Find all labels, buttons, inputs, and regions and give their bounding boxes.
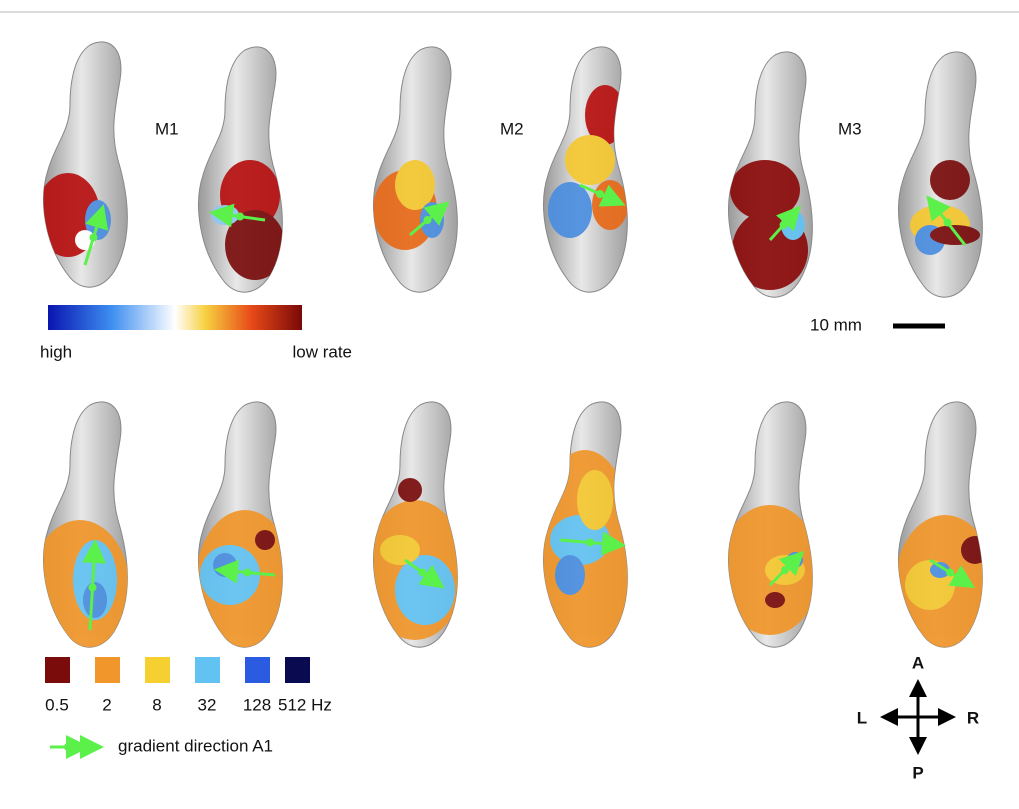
- activation-blob: [565, 135, 615, 185]
- activation-blob: [930, 225, 980, 245]
- brain: [720, 402, 820, 647]
- panel-label: M3: [838, 119, 862, 138]
- scale-bar-label: 10 mm: [810, 315, 862, 334]
- activation: [895, 515, 995, 655]
- gradient-arrow-dot: [946, 569, 954, 577]
- brain: [373, 47, 457, 292]
- activation-blob: [395, 555, 455, 625]
- brain: [899, 52, 983, 297]
- colorbar-low-label: high: [40, 342, 72, 361]
- gradient-arrow-dot: [90, 234, 98, 242]
- activation-blob: [398, 478, 422, 502]
- gradient-arrow-dot: [236, 213, 244, 221]
- brain: [195, 402, 295, 660]
- activation-blob: [930, 160, 970, 200]
- gradient-arrow-dot: [424, 216, 432, 224]
- activation-blob: [577, 470, 613, 530]
- gradient-arrow-dot: [944, 219, 952, 227]
- brain: [895, 402, 995, 655]
- panel-label: M2: [500, 119, 524, 138]
- legend-label: 512 Hz: [278, 695, 332, 714]
- legend-swatch: [45, 657, 70, 683]
- legend-label: 8: [152, 695, 161, 714]
- compass-label: L: [857, 708, 867, 727]
- legend-swatch: [245, 657, 270, 683]
- activation-blob: [961, 536, 989, 564]
- gradient-arrow-dot: [781, 566, 789, 574]
- legend-label: 2: [102, 695, 111, 714]
- activation-blob: [255, 530, 275, 550]
- brain: [544, 47, 628, 292]
- activation-blob: [380, 535, 420, 565]
- activation: [720, 505, 820, 635]
- activation: [365, 478, 465, 640]
- gradient-arrow-dot: [596, 190, 604, 198]
- brain: [199, 47, 285, 292]
- activation-blob: [395, 160, 435, 210]
- brain: [535, 402, 635, 650]
- legend-label: 128: [243, 695, 271, 714]
- activation-blob: [213, 553, 237, 577]
- colorbar: [48, 305, 302, 330]
- frequency-legend: 0.5 2 8 32 128 512 Hz: [45, 657, 332, 714]
- legend-swatch: [285, 657, 310, 683]
- compass-label: R: [967, 708, 979, 727]
- gradient-arrow-dot: [780, 221, 788, 229]
- gradient-arrow-dot: [586, 539, 594, 547]
- brain: [36, 42, 127, 287]
- legend-swatch: [195, 657, 220, 683]
- legend-label: 0.5: [45, 695, 69, 714]
- compass-label: A: [912, 653, 924, 672]
- figure: M1 M2 M3 high low rate 10 mm 0.5 2 8 32 128 5…: [0, 0, 1019, 809]
- activation-blob: [592, 180, 628, 230]
- activation: [195, 510, 295, 660]
- legend-swatch: [95, 657, 120, 683]
- activation: [730, 160, 808, 290]
- gradient-arrow-dot: [89, 584, 97, 592]
- gradient-arrow-dot: [244, 569, 252, 577]
- legend-label: 32: [198, 695, 217, 714]
- brain: [30, 402, 130, 660]
- gradient-arrow-dot: [419, 569, 427, 577]
- gradient-legend-arrow: [50, 743, 98, 751]
- compass-label: P: [912, 763, 923, 782]
- brain: [365, 402, 465, 647]
- activation-blob: [555, 555, 585, 595]
- brain: [729, 52, 813, 297]
- gradient-legend-label: gradient direction A1: [118, 736, 273, 755]
- colorbar-high-label: low rate: [292, 342, 352, 361]
- panel-label: M1: [155, 119, 179, 138]
- legend-swatch: [145, 657, 170, 683]
- activation-blob: [765, 592, 785, 608]
- activation-blob: [548, 182, 592, 238]
- compass: [883, 682, 953, 752]
